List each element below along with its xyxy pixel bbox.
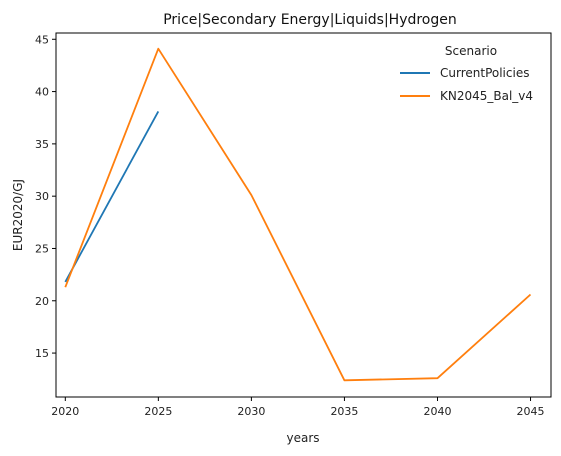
x-tick-label: 2035 (330, 405, 358, 418)
y-tick-label: 30 (35, 190, 49, 203)
x-tick-label: 2030 (237, 405, 265, 418)
y-tick-label: 25 (35, 242, 49, 255)
legend-label-kn2045-bal-v4: KN2045_Bal_v4 (440, 89, 533, 103)
x-tick-label: 2025 (144, 405, 172, 418)
y-tick-label: 45 (35, 33, 49, 46)
series-lines (64, 47, 532, 382)
x-tick-label: 2040 (423, 405, 451, 418)
legend-label-currentpolicies: CurrentPolicies (440, 66, 529, 80)
y-axis: 15 20 25 30 35 40 45 (35, 33, 56, 360)
series-line-currentpolicies (64, 110, 160, 283)
legend-title: Scenario (445, 44, 497, 58)
legend: Scenario CurrentPolicies KN2045_Bal_v4 (400, 44, 533, 103)
x-axis: 2020 2025 2030 2035 2040 2045 (51, 397, 545, 418)
plot-area (55, 32, 552, 398)
x-axis-label: years (286, 431, 319, 445)
x-tick-label: 2045 (517, 405, 545, 418)
y-axis-label: EUR2020/GJ (11, 179, 25, 251)
chart-title: Price|Secondary Energy|Liquids|Hydrogen (163, 12, 457, 28)
y-tick-label: 15 (35, 347, 49, 360)
y-tick-label: 35 (35, 138, 49, 151)
y-tick-label: 40 (35, 86, 49, 99)
series-line-kn2045-bal-v4 (64, 47, 532, 382)
y-tick-label: 20 (35, 295, 49, 308)
plot-frame (55, 32, 552, 398)
x-tick-label: 2020 (51, 405, 79, 418)
